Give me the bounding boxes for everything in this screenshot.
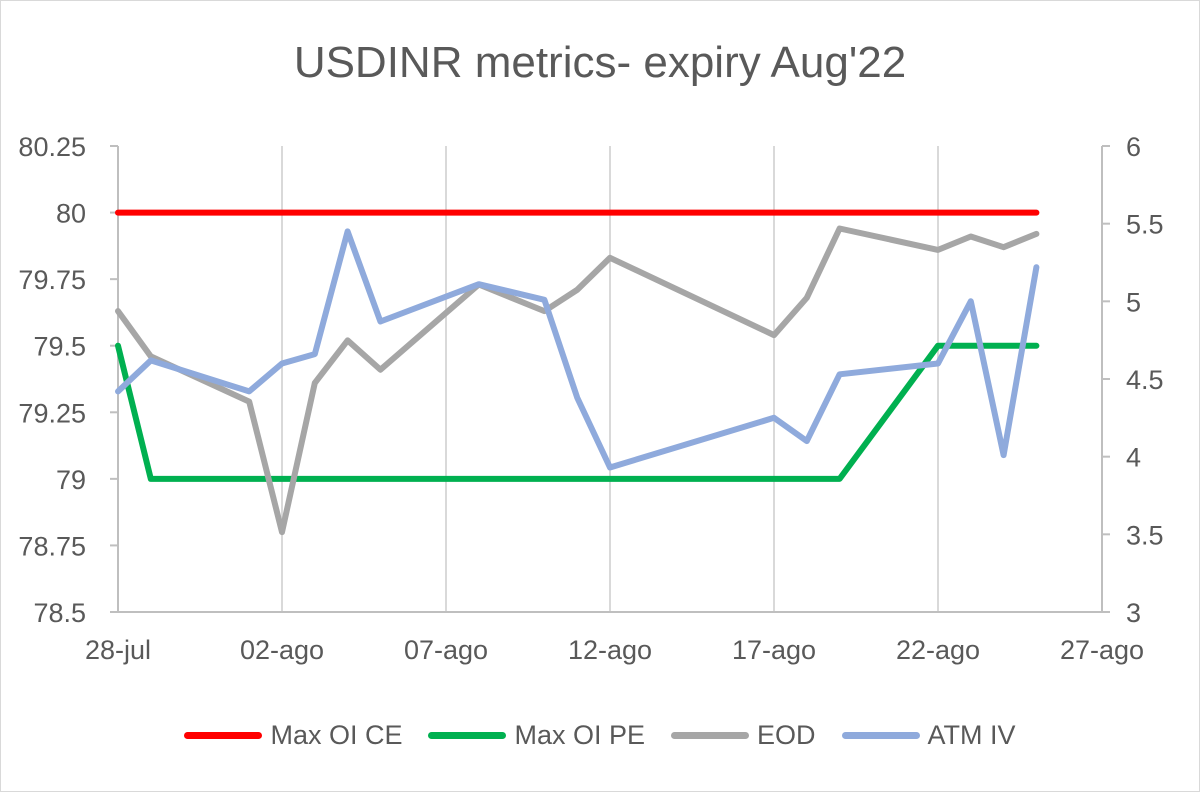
x-tick-label: 17-ago — [732, 635, 816, 665]
chart-title: USDINR metrics- expiry Aug'22 — [293, 38, 907, 87]
left-tick-label: 79.25 — [18, 398, 86, 428]
right-tick-label: 5.5 — [1126, 210, 1164, 240]
legend-label-eod: EOD — [757, 719, 816, 750]
legend: Max OI CE Max OI PE EOD ATM IV — [0, 712, 1200, 758]
legend-swatch-max-oi-pe — [428, 731, 507, 739]
right-tick-label: 5 — [1126, 287, 1141, 317]
right-tick-label: 3 — [1126, 598, 1141, 628]
x-tick-label: 02-ago — [240, 635, 324, 665]
x-tick-label: 28-jul — [85, 635, 151, 665]
legend-swatch-eod — [671, 731, 750, 739]
x-tick-label: 22-ago — [896, 635, 980, 665]
right-tick-label: 4.5 — [1126, 365, 1164, 395]
left-tick-label: 80 — [56, 199, 86, 229]
x-tick-label: 07-ago — [404, 635, 488, 665]
left-tick-label: 78.75 — [18, 531, 86, 561]
x-tick-label: 12-ago — [568, 635, 652, 665]
legend-item-max-oi-pe: Max OI PE — [428, 720, 645, 751]
x-tick-label: 27-ago — [1060, 635, 1144, 665]
tick-labels: 28-jul 02-ago 07-ago 12-ago 17-ago 22-ago 27-a… — [18, 132, 1163, 665]
left-tick-label: 79.75 — [18, 265, 86, 295]
legend-item-atm-iv: ATM IV — [841, 719, 1016, 751]
legend-label-max-oi-pe: Max OI PE — [514, 719, 646, 750]
legend-label-max-oi-ce: Max OI CE — [270, 719, 403, 750]
right-tick-label: 3.5 — [1126, 520, 1164, 550]
axes — [110, 145, 1110, 613]
right-tick-label: 6 — [1126, 132, 1141, 162]
series-line-atm-iv — [115, 228, 1040, 471]
left-tick-label: 80.25 — [18, 132, 86, 162]
left-tick-label: 79 — [56, 465, 86, 495]
legend-swatch-max-oi-ce — [184, 731, 263, 739]
legend-label-atm-iv: ATM IV — [927, 719, 1016, 750]
series-lines — [115, 209, 1040, 536]
legend-swatch-atm-iv — [841, 731, 920, 739]
left-tick-label: 79.5 — [33, 332, 86, 362]
left-tick-label: 78.5 — [33, 598, 86, 628]
right-tick-label: 4 — [1126, 443, 1141, 473]
legend-item-max-oi-ce: Max OI CE — [184, 720, 402, 751]
legend-item-eod: EOD — [671, 720, 816, 751]
series-line-max-oi-pe — [115, 342, 1040, 482]
series-line-eod — [115, 225, 1040, 536]
